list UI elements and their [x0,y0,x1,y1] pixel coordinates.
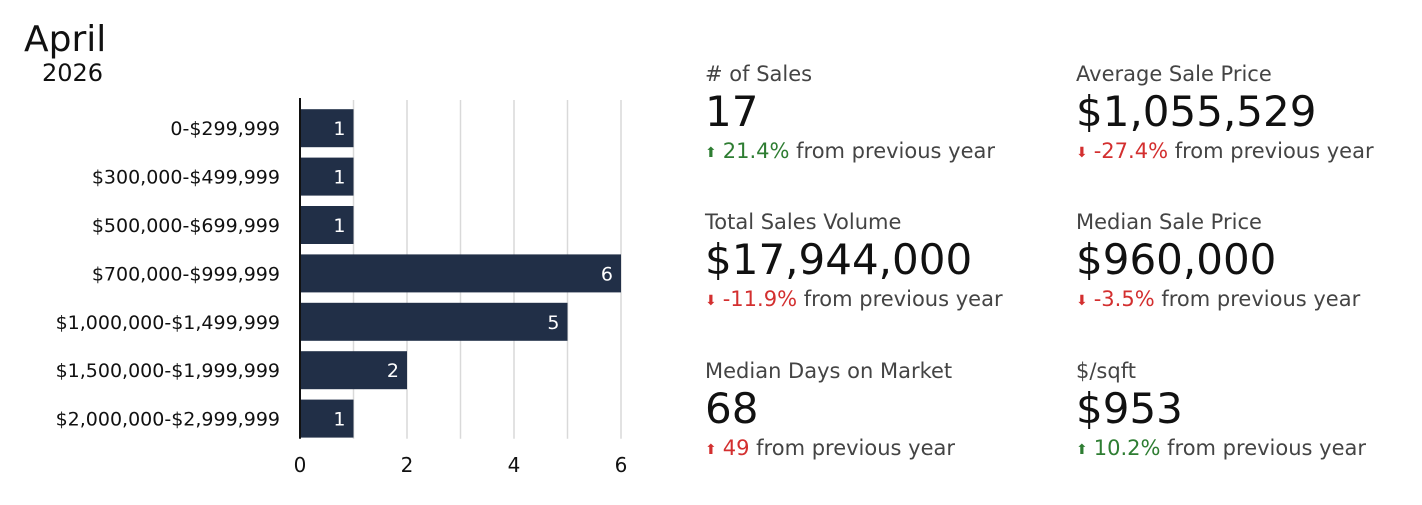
category-label: 0-$299,999 [170,118,280,140]
bar [300,109,354,148]
change-suffix: from previous year [1174,139,1374,163]
stat-change: ⬇ -27.4% from previous year [1076,137,1416,167]
stat-median-sale-price: Median Sale Price $960,000 ⬇ -3.5% from p… [1076,209,1416,315]
arrow-down-icon: ⬇ [705,293,717,309]
stat-total-sales-volume: Total Sales Volume $17,944,000 ⬇ -11.9% f… [705,209,1045,315]
change-value: 21.4% [722,139,790,163]
stat-label: Median Sale Price [1076,210,1262,234]
stat-change: ⬆ 49 from previous year [705,434,1045,464]
bar-data-label: 5 [547,312,559,334]
bar-data-label: 1 [333,118,345,140]
change-suffix: from previous year [756,436,956,460]
arrow-up-icon: ⬆ [705,442,717,458]
bar [300,302,568,341]
price-range-bar-chart: 1 0-$299,999 1 $300,000-$499,999 1 $500,000-$… [56,98,628,477]
change-suffix: from previous year [796,139,995,163]
bar-data-label: 2 [387,360,399,382]
arrow-up-icon: ⬆ [705,145,717,161]
stat-change: ⬆ 10.2% from previous year [1076,434,1416,464]
change-suffix: from previous year [803,287,1003,311]
change-value: -11.9% [722,287,798,311]
stat-value: 17 [705,87,759,136]
bar [300,254,621,293]
stat-label: # of Sales [705,62,813,86]
stat-value: $953 [1076,384,1183,433]
change-value: 10.2% [1093,436,1161,460]
category-label: $1,000,000-$1,499,999 [56,312,280,334]
bar-data-label: 1 [333,167,345,189]
bar [300,157,354,196]
bar [300,206,354,244]
arrow-down-icon: ⬇ [1076,145,1088,161]
arrow-down-icon: ⬇ [1076,293,1088,309]
stat-value: $960,000 [1076,235,1277,284]
bar [300,351,407,390]
change-suffix: from previous year [1167,436,1366,460]
x-tick-label: 4 [508,453,521,477]
change-value: 49 [722,436,750,460]
stat-median-days-on-market: Median Days on Market 68 ⬆ 49 from previo… [705,358,1045,464]
stat-value: $17,944,000 [705,235,973,284]
stat-change: ⬆ 21.4% from previous year [705,137,1045,167]
stat-label: Median Days on Market [705,359,953,383]
month-label: April [24,19,107,60]
arrow-up-icon: ⬆ [1076,442,1088,458]
category-label: $700,000-$999,999 [92,263,280,285]
bar-data-label: 1 [333,409,345,431]
change-suffix: from previous year [1161,287,1361,311]
change-value: -3.5% [1093,287,1155,311]
x-tick-label: 0 [294,453,307,477]
category-label: $500,000-$699,999 [92,215,280,237]
stat-value: $1,055,529 [1076,87,1317,136]
stat-change: ⬇ -11.9% from previous year [705,285,1045,315]
x-tick-label: 2 [401,453,414,477]
category-label: $2,000,000-$2,999,999 [56,409,280,431]
stat-price-per-sqft: $/sqft $953 ⬆ 10.2% from previous year [1076,358,1416,464]
change-value: -27.4% [1093,139,1169,163]
date-header: April 2026 [24,19,107,87]
category-label: $300,000-$499,999 [92,167,280,189]
stat-label: $/sqft [1076,359,1136,383]
stat-average-sale-price: Average Sale Price $1,055,529 ⬇ -27.4% fr… [1076,61,1416,167]
bar [300,399,354,438]
stat-label: Average Sale Price [1076,62,1272,86]
year-label: 2026 [42,59,104,87]
stat-value: 68 [705,384,759,433]
x-tick-label: 6 [615,453,628,477]
category-label: $1,500,000-$1,999,999 [56,360,280,382]
stat-label: Total Sales Volume [705,210,902,234]
bar-data-label: 1 [333,215,345,237]
stat-number-of-sales: # of Sales 17 ⬆ 21.4% from previous year [705,61,1045,167]
stat-change: ⬇ -3.5% from previous year [1076,285,1416,315]
bar-data-label: 6 [601,263,613,285]
